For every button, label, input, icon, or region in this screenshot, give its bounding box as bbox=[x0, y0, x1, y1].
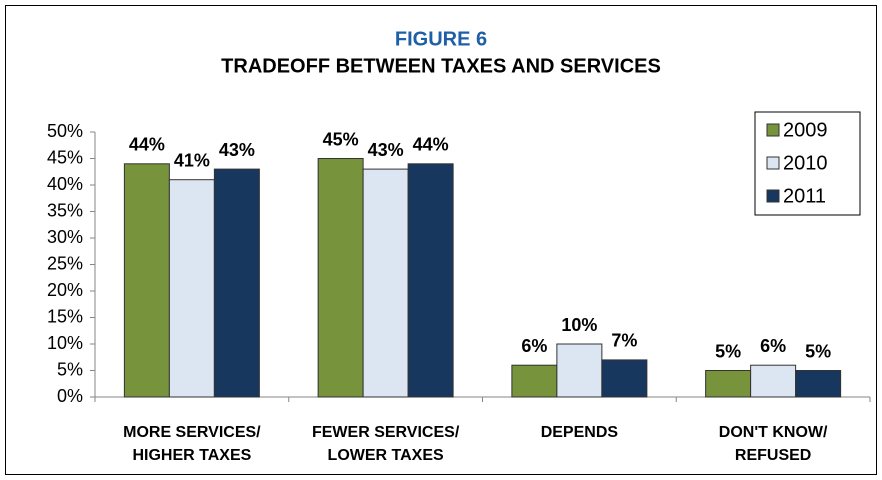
bar bbox=[556, 343, 603, 398]
y-tick-label: 5% bbox=[57, 359, 83, 379]
x-tick-label: REFUSED bbox=[735, 447, 811, 464]
value-label: 44% bbox=[413, 135, 449, 155]
legend-swatch bbox=[766, 189, 780, 203]
value-label: 43% bbox=[368, 140, 404, 160]
x-tick-label: MORE SERVICES/ bbox=[123, 424, 261, 441]
legend-label: 2009 bbox=[783, 119, 828, 141]
y-tick-label: 20% bbox=[47, 280, 83, 300]
y-tick-label: 35% bbox=[47, 200, 83, 220]
bar bbox=[362, 168, 409, 398]
bar bbox=[750, 364, 797, 398]
value-label: 5% bbox=[805, 341, 831, 361]
value-label: 7% bbox=[611, 331, 637, 351]
value-label: 44% bbox=[129, 135, 165, 155]
legend-swatch bbox=[766, 123, 780, 137]
y-tick-label: 30% bbox=[47, 227, 83, 247]
bar bbox=[601, 359, 648, 398]
x-tick-label: FEWER SERVICES/ bbox=[312, 424, 460, 441]
x-tick-label: HIGHER TAXES bbox=[132, 447, 251, 464]
y-tick-label: 0% bbox=[57, 386, 83, 406]
bar bbox=[213, 168, 260, 398]
y-tick-label: 10% bbox=[47, 333, 83, 353]
bar bbox=[795, 370, 842, 398]
bar bbox=[407, 163, 454, 398]
x-tick-label: DEPENDS bbox=[541, 424, 619, 441]
value-label: 5% bbox=[715, 341, 741, 361]
legend-label: 2010 bbox=[783, 152, 828, 174]
y-tick-label: 15% bbox=[47, 306, 83, 326]
legend-label: 2011 bbox=[783, 185, 826, 207]
x-tick-label: LOWER TAXES bbox=[328, 447, 444, 464]
y-tick-label: 50% bbox=[47, 121, 83, 141]
value-label: 6% bbox=[760, 336, 786, 356]
x-tick-label: DON'T KNOW/ bbox=[719, 424, 828, 441]
bar bbox=[123, 163, 170, 398]
chart-title: FIGURE 6 bbox=[395, 28, 487, 50]
bar bbox=[511, 364, 558, 398]
value-label: 6% bbox=[521, 336, 547, 356]
value-label: 10% bbox=[561, 315, 597, 335]
y-tick-label: 25% bbox=[47, 253, 83, 273]
value-label: 45% bbox=[323, 129, 359, 149]
value-label: 43% bbox=[219, 140, 255, 160]
bar bbox=[317, 158, 364, 398]
value-label: 41% bbox=[174, 150, 210, 170]
bar bbox=[168, 179, 215, 398]
legend-swatch bbox=[766, 156, 780, 170]
y-tick-label: 40% bbox=[47, 174, 83, 194]
y-tick-label: 45% bbox=[47, 147, 83, 167]
bar bbox=[705, 370, 752, 398]
chart-subtitle: TRADEOFF BETWEEN TAXES AND SERVICES bbox=[221, 55, 661, 77]
